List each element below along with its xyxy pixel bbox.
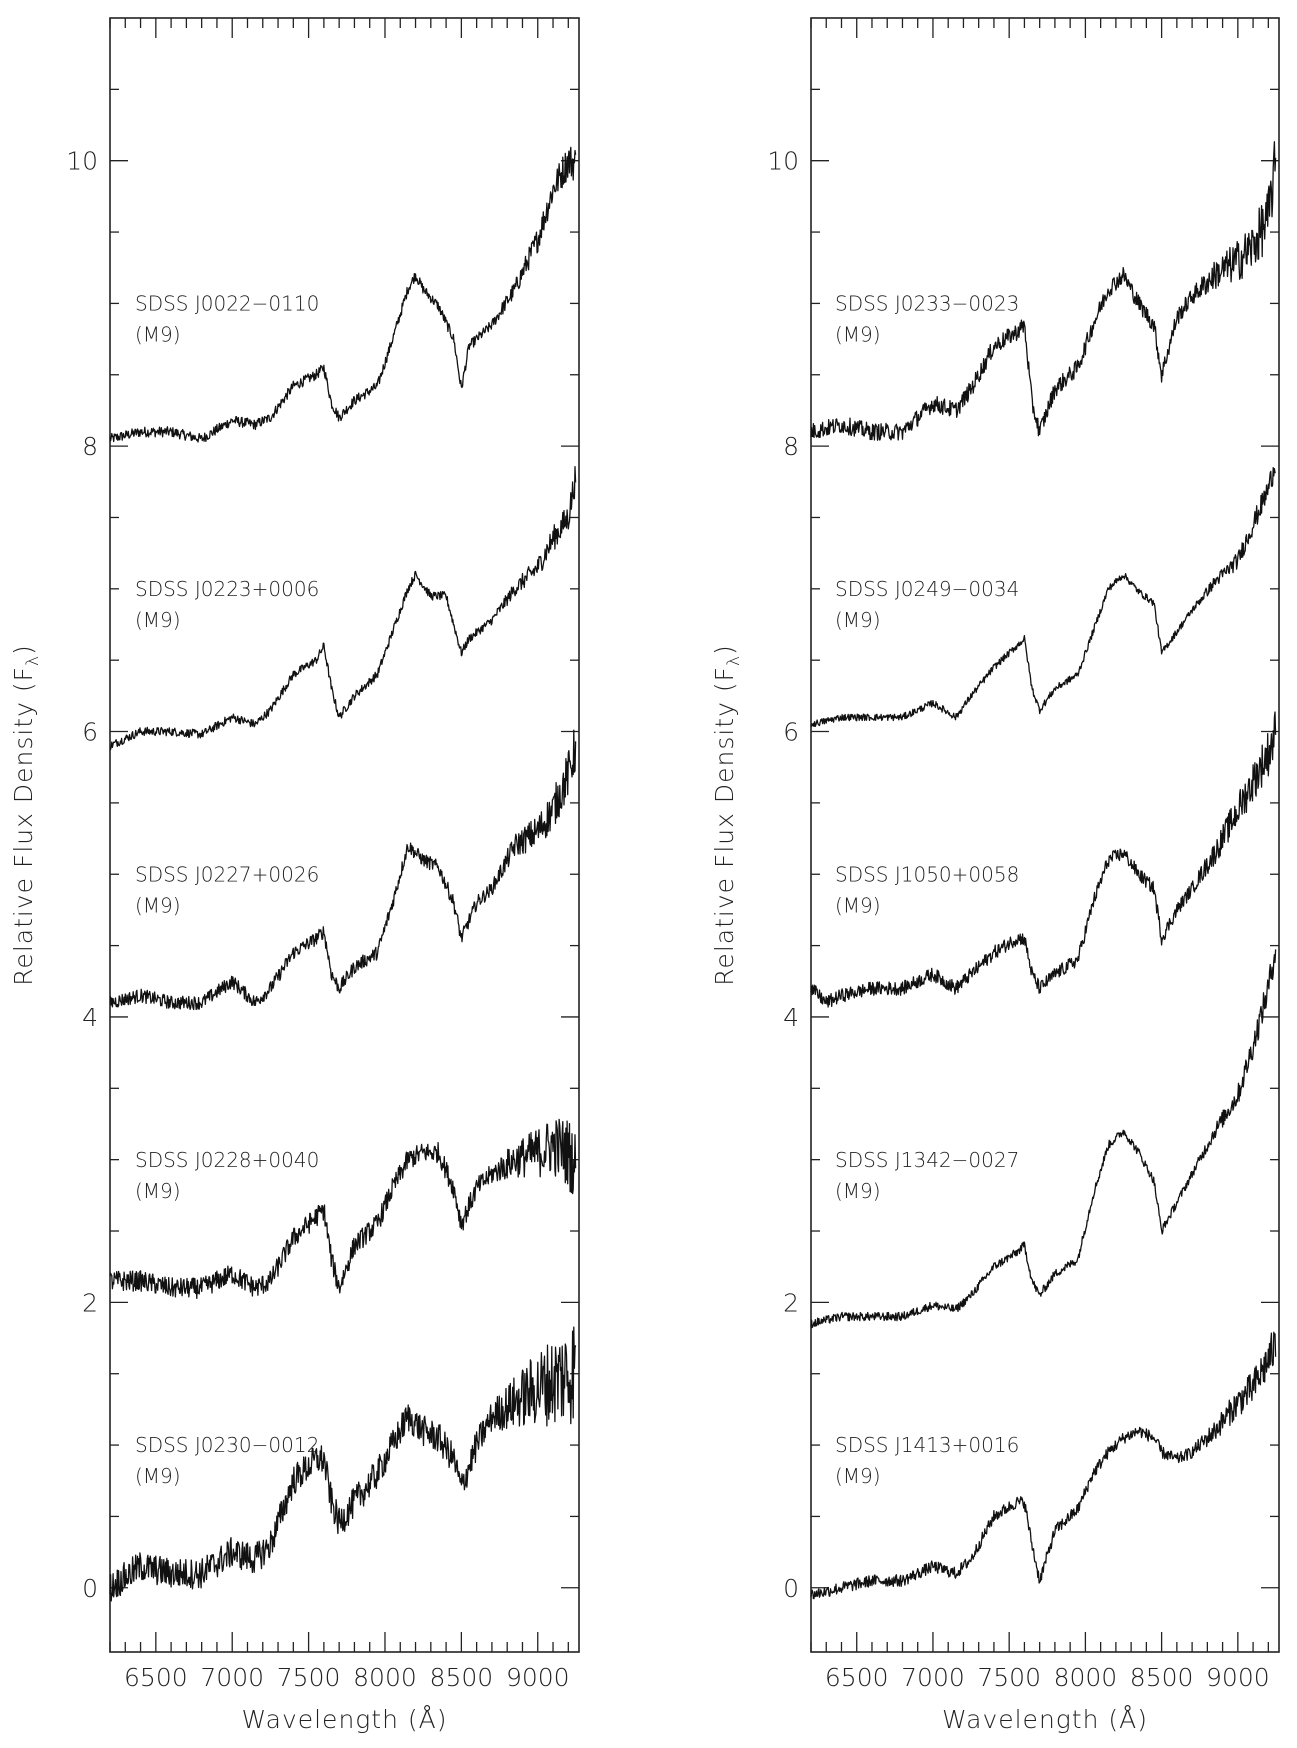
y-tick-label: 8 [82, 432, 98, 461]
x-axis-title: Wavelength (Å) [242, 1705, 448, 1734]
x-tick-label: 9000 [1206, 1663, 1270, 1692]
y-axis-title-main: Relative Flux Density (F [710, 666, 739, 986]
spectral-type-label: (M9) [835, 608, 881, 632]
y-axis-title-main: Relative Flux Density (F [9, 666, 38, 986]
y-axis-title-close: ) [710, 644, 739, 655]
y-axis-title-sub: λ [724, 655, 744, 666]
spectrum-line [109, 1118, 577, 1299]
spectral-type-label: (M9) [835, 893, 881, 917]
y-axis-title-close: ) [9, 644, 38, 655]
x-tick-label: 7500 [977, 1663, 1041, 1692]
y-axis-title: Relative Flux Density (Fλ) [9, 644, 43, 986]
y-tick-label: 4 [783, 1003, 799, 1032]
y-tick-label: 10 [767, 147, 799, 176]
x-tick-label: 6500 [124, 1663, 188, 1692]
spectrum-line [810, 1331, 1277, 1600]
x-tick-label: 9000 [506, 1663, 570, 1692]
spectral-type-label: (M9) [835, 1179, 881, 1203]
spectrum-line [810, 467, 1277, 728]
spectrum-line [109, 146, 577, 443]
x-tick-label: 8500 [430, 1663, 494, 1692]
y-tick-label: 10 [66, 147, 98, 176]
y-tick-label: 2 [783, 1288, 799, 1317]
x-tick-label: 7500 [277, 1663, 341, 1692]
y-axis-title: Relative Flux Density (Fλ) [710, 644, 744, 986]
spectrum-line [810, 141, 1277, 441]
spectrum-name-label: SDSS J0022−0110 [135, 292, 319, 316]
spectrum-line [810, 711, 1277, 1008]
spectral-type-label: (M9) [135, 893, 181, 917]
spectrum-name-label: SDSS J0223+0006 [135, 577, 319, 601]
x-tick-label: 7000 [200, 1663, 264, 1692]
spectrum-name-label: SDSS J0249−0034 [835, 577, 1019, 601]
plot-frame [810, 17, 1280, 1653]
spectrum-line [109, 1326, 577, 1602]
y-tick-label: 2 [82, 1288, 98, 1317]
spectral-type-label: (M9) [835, 323, 881, 347]
spectrum-name-label: SDSS J0227+0026 [135, 862, 319, 886]
y-tick-label: 0 [82, 1574, 98, 1603]
spectral-type-label: (M9) [835, 1464, 881, 1488]
x-tick-label: 8500 [1130, 1663, 1194, 1692]
spectral-type-label: (M9) [135, 1179, 181, 1203]
plot-frame [109, 17, 580, 1653]
y-axis-title-sub: λ [23, 655, 43, 666]
x-tick-label: 6500 [825, 1663, 889, 1692]
y-tick-label: 4 [82, 1003, 98, 1032]
spectral-type-label: (M9) [135, 1464, 181, 1488]
x-tick-label: 8000 [1054, 1663, 1118, 1692]
spectrum-name-label: SDSS J0233−0023 [835, 292, 1019, 316]
left-panel: 6500 7000 7500 8000 8500 9000 0 2 4 6 8 10 Wavelengt… [9, 17, 580, 1734]
spectrum-line [810, 949, 1277, 1329]
right-panel: 6500 7000 7500 8000 8500 9000 0 2 4 6 8 10 Wavelengt… [710, 17, 1280, 1734]
y-tick-label: 6 [82, 718, 98, 747]
spectrum-name-label: SDSS J1050+0058 [835, 862, 1019, 886]
x-tick-label: 7000 [901, 1663, 965, 1692]
spectral-type-label: (M9) [135, 323, 181, 347]
spectrum-line [109, 729, 577, 1011]
x-axis-title: Wavelength (Å) [942, 1705, 1148, 1734]
spectral-type-label: (M9) [135, 608, 181, 632]
y-tick-label: 0 [783, 1574, 799, 1603]
y-tick-label: 8 [783, 432, 799, 461]
y-tick-label: 6 [783, 718, 799, 747]
spectrum-name-label: SDSS J1413+0016 [835, 1433, 1019, 1457]
spectrum-name-label: SDSS J1342−0027 [835, 1148, 1019, 1172]
spectrum-name-label: SDSS J0230−0012 [135, 1433, 319, 1457]
spectrum-name-label: SDSS J0228+0040 [135, 1148, 319, 1172]
spectrum-line [109, 466, 577, 751]
x-tick-label: 8000 [353, 1663, 417, 1692]
